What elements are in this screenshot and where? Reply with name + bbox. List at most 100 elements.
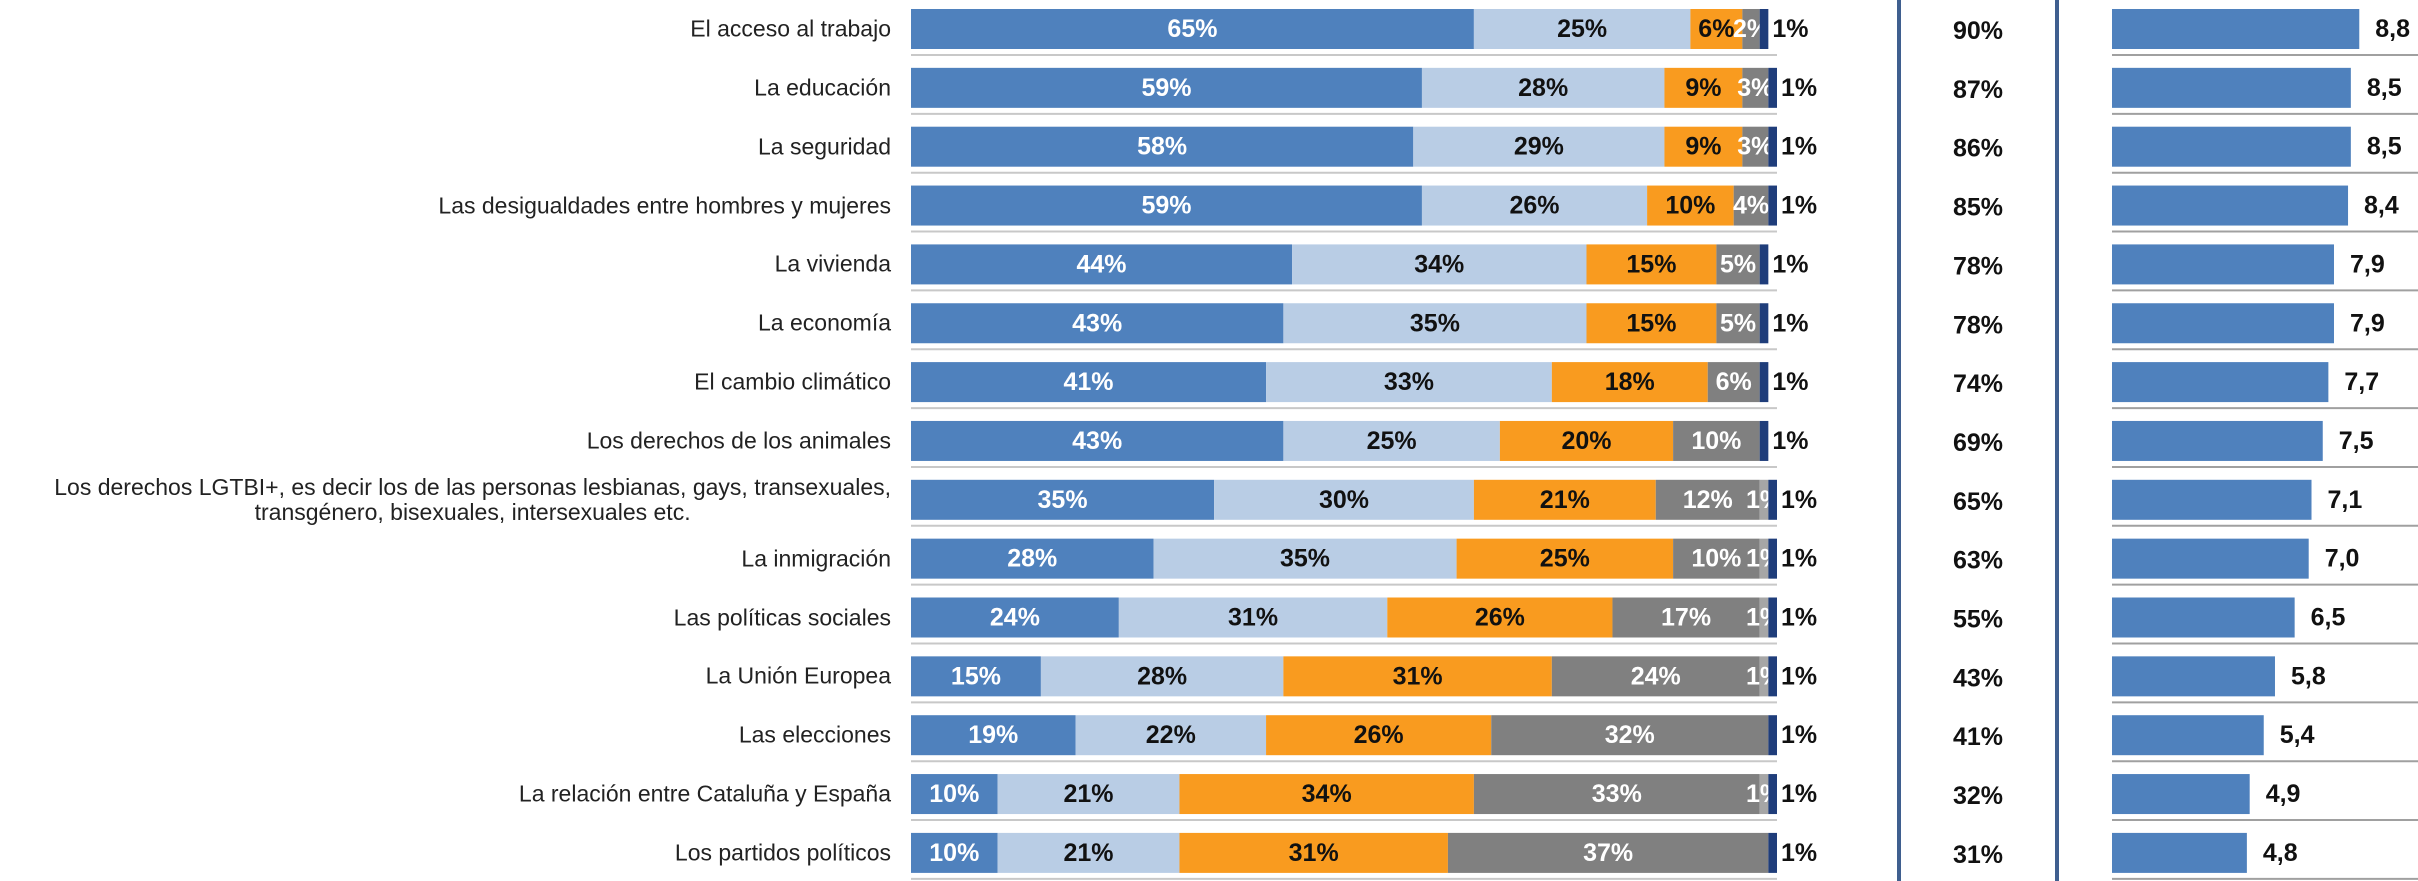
bar-segment	[911, 67, 1422, 108]
bar-segment	[1759, 656, 1769, 697]
value-label: 78%	[1953, 252, 2003, 280]
bar-segment	[1768, 715, 1777, 756]
value-label: 19%	[968, 721, 1018, 749]
value-label: 4,9	[2266, 780, 2301, 808]
bar-segment	[997, 832, 1180, 873]
bar-segment	[1759, 420, 1769, 461]
bar-segment	[1266, 362, 1552, 403]
bar-segment	[1473, 774, 1760, 815]
bar	[2112, 479, 2312, 520]
bar-segment	[997, 774, 1180, 815]
value-label: 59%	[1141, 74, 1191, 102]
value-label: 43%	[1072, 309, 1122, 337]
value-label: 21%	[1064, 839, 1114, 867]
bar	[2112, 597, 2295, 638]
bar-segment	[1707, 362, 1760, 403]
category-label: Las políticas sociales	[673, 604, 891, 630]
value-label: 8,5	[2367, 133, 2402, 161]
value-label: 26%	[1509, 192, 1559, 220]
value-label: 26%	[1475, 604, 1525, 632]
category-label: La vivienda	[774, 250, 891, 277]
value-label: 4%	[1733, 192, 1769, 220]
bar-segment	[1768, 656, 1777, 697]
bar-segment	[1075, 715, 1267, 756]
value-label: 15%	[951, 662, 1001, 690]
value-label: 44%	[1076, 250, 1126, 278]
value-label: 78%	[1953, 311, 2003, 339]
bar-segment	[1673, 420, 1760, 461]
value-label: 25%	[1367, 427, 1417, 455]
value-label: 5%	[1720, 309, 1756, 337]
bar	[2112, 832, 2247, 873]
value-label: 29%	[1514, 133, 1564, 161]
bar-segment	[1283, 656, 1552, 697]
value-label: 43%	[1072, 427, 1122, 455]
bar-segment	[911, 479, 1215, 520]
value-label: 3%	[1737, 133, 1773, 161]
value-label: 4,8	[2263, 839, 2298, 867]
value-label: 1%	[1772, 427, 1808, 455]
bar-segment	[1759, 538, 1769, 579]
value-label: 85%	[1953, 194, 2003, 222]
value-label: 21%	[1064, 780, 1114, 808]
value-label: 31%	[1393, 662, 1443, 690]
value-label: 43%	[1953, 664, 2003, 692]
category-label: El cambio climático	[694, 368, 891, 395]
bar-segment	[1266, 715, 1492, 756]
bar-segment	[911, 538, 1154, 579]
bar-segment	[1153, 538, 1457, 579]
value-label: 10%	[929, 839, 979, 867]
bar-segment	[1283, 420, 1500, 461]
value-label: 1%	[1781, 721, 1817, 749]
category-label: Los derechos LGTBI+, es decir los de las…	[54, 473, 891, 525]
category-label: La Unión Europea	[705, 662, 891, 689]
bar-segment	[1759, 774, 1769, 815]
bar-segment	[911, 303, 1284, 344]
bar-segment	[1759, 597, 1769, 638]
bar	[2112, 185, 2349, 226]
bar-segment	[911, 362, 1267, 403]
bar-segment	[1040, 656, 1284, 697]
bar-segment	[1768, 538, 1777, 579]
bar-segment	[1214, 479, 1474, 520]
value-label: 1%	[1772, 309, 1808, 337]
bar-segment	[1283, 303, 1587, 344]
value-label: 28%	[1007, 545, 1057, 573]
bar-segment	[911, 656, 1041, 697]
value-label: 90%	[1953, 17, 2003, 45]
value-label: 25%	[1540, 545, 1590, 573]
value-label: 5,8	[2291, 662, 2326, 690]
value-label: 1%	[1781, 662, 1817, 690]
bar-segment	[1421, 67, 1665, 108]
value-label: 8,8	[2375, 15, 2410, 43]
bar	[2112, 715, 2264, 756]
value-label: 37%	[1583, 839, 1633, 867]
value-label: 65%	[1167, 15, 1217, 43]
bar	[2112, 420, 2323, 461]
category-label: Los derechos de los animales	[586, 427, 891, 454]
bar-segment	[1716, 303, 1760, 344]
value-label: 1%	[1781, 133, 1817, 161]
bar-segment	[1664, 67, 1743, 108]
bar-segment	[1421, 185, 1648, 226]
bar-segment	[911, 774, 998, 815]
value-label: 7,0	[2325, 545, 2360, 573]
value-label: 30%	[1319, 486, 1369, 514]
value-label: 34%	[1414, 250, 1464, 278]
category-label: La seguridad	[758, 133, 891, 160]
value-label: 10%	[1691, 545, 1741, 573]
bar-segment	[1473, 479, 1656, 520]
value-label: 8,4	[2364, 192, 2399, 220]
value-label: 41%	[1953, 723, 2003, 751]
value-label: 24%	[1631, 662, 1681, 690]
value-label: 26%	[1354, 721, 1404, 749]
category-label: La relación entre Cataluña y España	[518, 780, 891, 807]
category-label: La economía	[758, 309, 891, 336]
bar-segment	[1179, 774, 1474, 815]
value-label: 1%	[1781, 604, 1817, 632]
value-label: 1%	[1772, 15, 1808, 43]
value-label: 22%	[1146, 721, 1196, 749]
value-label: 9%	[1685, 74, 1721, 102]
bar-segment	[1768, 479, 1777, 520]
